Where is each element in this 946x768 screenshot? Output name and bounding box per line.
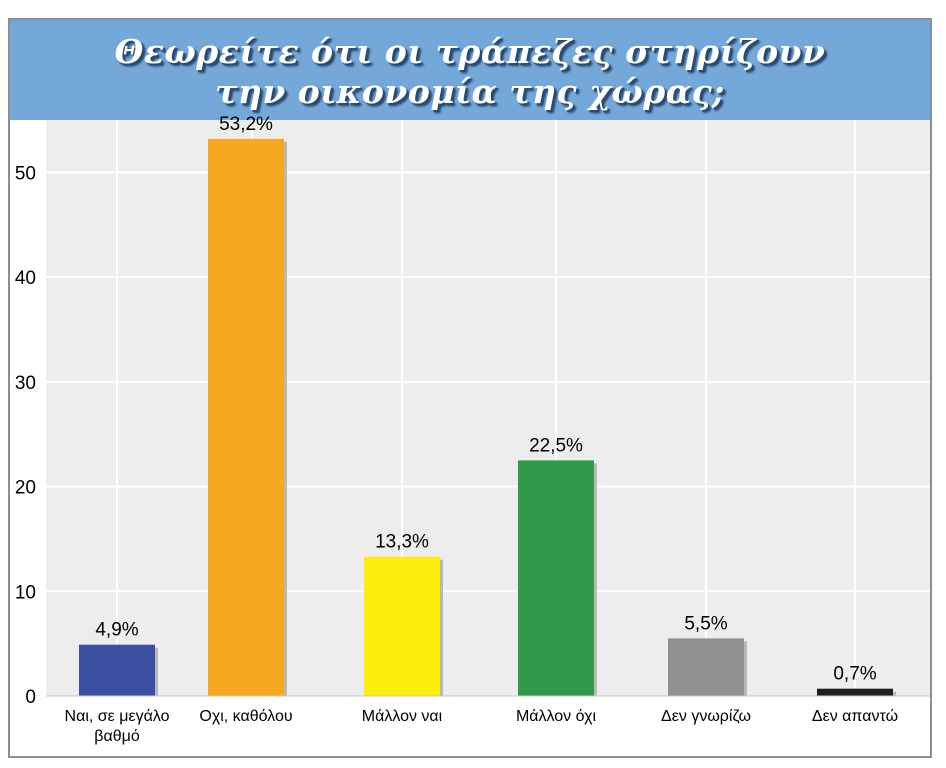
bar	[364, 556, 440, 696]
y-tick-label: 20	[15, 478, 36, 499]
y-tick-label: 30	[15, 373, 36, 394]
chart-title-line-2: την οικονομία της χώρας;	[215, 72, 725, 111]
bar-value-label: 13,3%	[375, 532, 429, 553]
bar-value-label: 22,5%	[529, 435, 583, 456]
y-tick-label: 40	[15, 268, 36, 289]
x-category-label: Δεν γνωρίζω	[661, 708, 751, 725]
plot-area	[46, 120, 930, 696]
bar	[817, 688, 893, 696]
bar	[668, 638, 744, 696]
bar	[518, 460, 594, 696]
x-category-label: Οχι, καθόλου	[199, 708, 292, 725]
bar-value-label: 4,9%	[95, 620, 138, 641]
y-tick-label: 0	[25, 687, 36, 708]
bar-value-label: 0,7%	[833, 664, 876, 685]
y-tick-label: 50	[15, 163, 36, 184]
x-category-label: Μάλλον ναι	[362, 708, 443, 725]
bar	[208, 138, 284, 697]
bar-value-label: 5,5%	[684, 613, 727, 634]
x-category-label: Ναι, σε μεγάλο βαθμό	[65, 708, 170, 745]
x-category-label: Δεν απαντώ	[812, 708, 898, 725]
chart-title-line-1: Θεωρείτε ότι οι τράπεζες στηρίζουν	[114, 32, 826, 71]
bar-value-label: 53,2%	[219, 114, 273, 135]
chart-title-bar: Θεωρείτε ότι οι τράπεζες στηρίζουν την ο…	[10, 20, 930, 120]
y-tick-label: 10	[15, 582, 36, 603]
x-category-label: Μάλλον όχι	[516, 708, 597, 725]
bar	[79, 644, 155, 696]
